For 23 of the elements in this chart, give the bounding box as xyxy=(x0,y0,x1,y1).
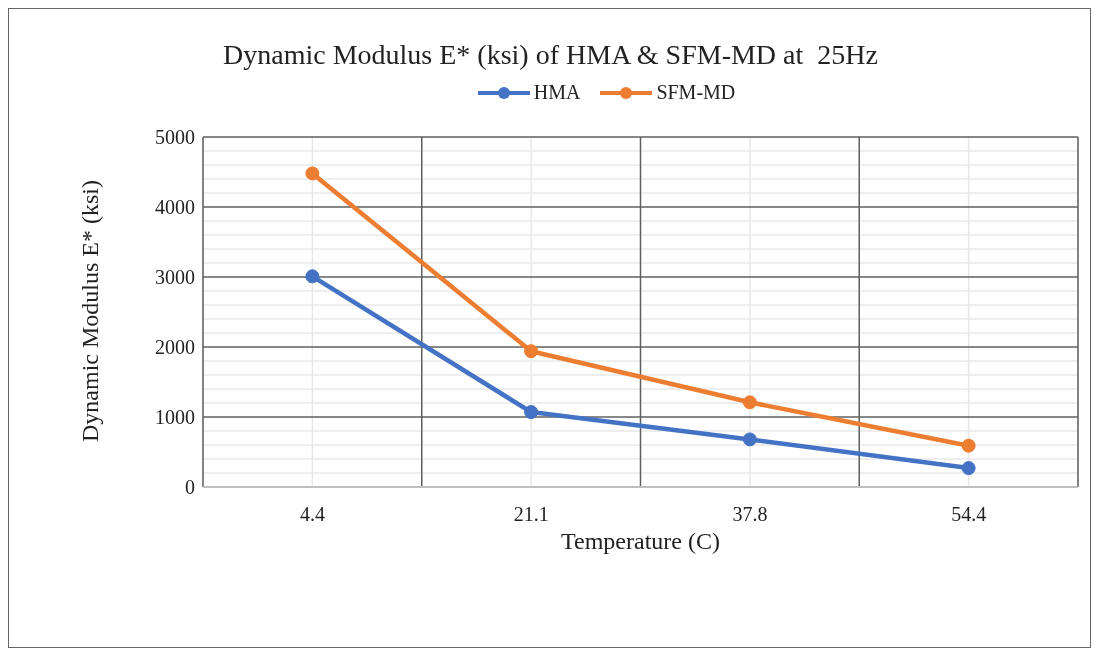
point xyxy=(305,269,320,284)
x-tick-label: 21.1 xyxy=(513,503,549,526)
x-tick-label: 54.4 xyxy=(951,503,987,526)
y-tick-label: 5000 xyxy=(155,126,195,149)
point xyxy=(742,432,757,447)
legend-label: SFM-MD xyxy=(656,81,736,104)
y-tick-label: 1000 xyxy=(155,406,195,429)
point xyxy=(524,405,539,420)
chart-title: Dynamic Modulus E* (ksi) of HMA & SFM-MD at 25Hz xyxy=(222,39,879,71)
x-tick-label: 4.4 xyxy=(299,503,325,526)
legend-label: HMA xyxy=(533,81,581,104)
y-axis-title: Dynamic Modulus E* (ksi) xyxy=(76,180,103,442)
y-tick-label: 4000 xyxy=(155,196,195,219)
point xyxy=(961,461,976,476)
x-tick-label: 37.8 xyxy=(732,503,768,526)
point xyxy=(524,344,539,359)
point xyxy=(742,395,757,410)
y-tick-label: 3000 xyxy=(155,266,195,289)
point xyxy=(305,166,320,181)
y-tick-label: 0 xyxy=(185,476,195,499)
point xyxy=(961,438,976,453)
x-axis-title: Temperature (C) xyxy=(561,528,720,554)
y-tick-label: 2000 xyxy=(155,336,195,359)
